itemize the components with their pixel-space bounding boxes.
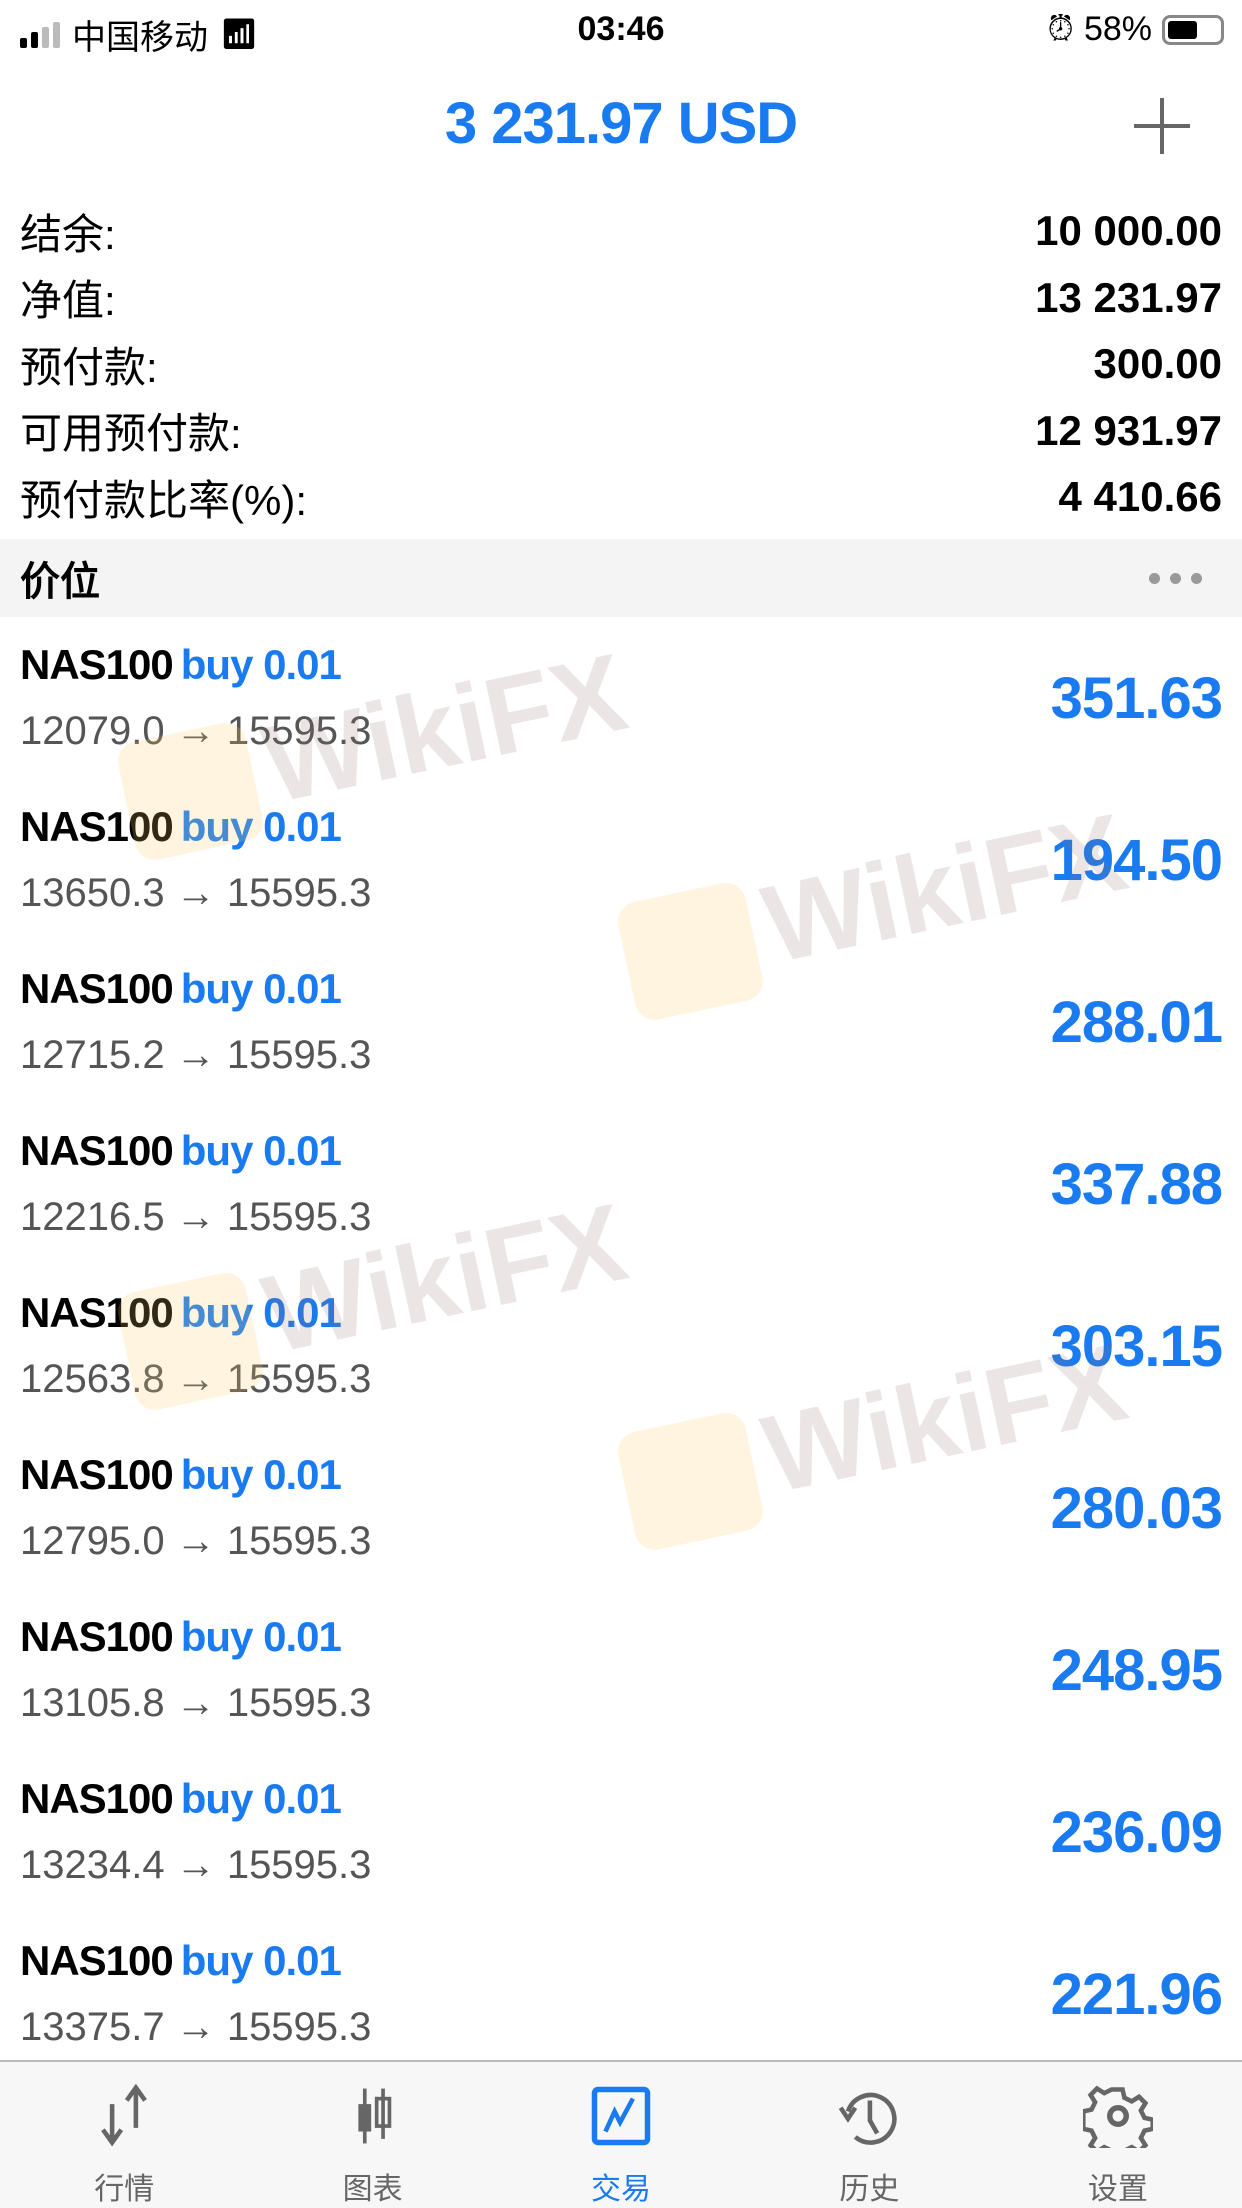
position-profit: 303.15 [1050,1314,1223,1379]
summary-row: 预付款比率(%): 4 410.66 [0,464,1242,531]
position-prices: 13375.7 → 15595.3 [20,2005,372,2049]
position-profit: 221.96 [1050,1962,1223,2027]
position-type: buy 0.01 [180,1775,342,1822]
position-symbol-line: NAS100 buy 0.01 [20,641,342,689]
plus-icon[interactable] [1134,98,1190,154]
position-symbol: NAS100 [20,1451,174,1498]
position-symbol-line: NAS100 buy 0.01 [20,1613,342,1661]
battery-percent: 58% [1083,10,1152,48]
positions-section-header: 价位 [0,539,1242,617]
history-icon [839,2092,897,2145]
clock: 03:46 [577,10,665,48]
summary-label: 预付款: [20,343,158,391]
account-summary: 结余: 10 000.00 净值: 13 231.97 预付款: 300.00 可用预付款:… [0,198,1242,531]
position-profit: 280.03 [1050,1476,1223,1541]
position-symbol-line: NAS100 buy 0.01 [20,1451,342,1499]
position-symbol: NAS100 [20,803,174,850]
more-icon[interactable] [1149,572,1202,584]
position-symbol: NAS100 [20,965,174,1012]
position-profit: 236.09 [1050,1800,1223,1865]
position-type: buy 0.01 [180,803,342,850]
summary-value: 4 410.66 [1058,473,1223,521]
position-prices: 12715.2 → 15595.3 [20,1033,372,1077]
position-row[interactable]: NAS100 buy 0.01 12795.0 → 15595.3 280.03 [0,1427,1242,1589]
position-profit: 337.88 [1050,1152,1223,1217]
position-type: buy 0.01 [180,1451,342,1498]
tab-bar: 行情 图表 交易 历史 设置 [0,2060,1242,2208]
summary-row: 结余: 10 000.00 [0,198,1242,265]
position-prices: 12795.0 → 15595.3 [20,1519,372,1563]
summary-value: 12 931.97 [1035,406,1222,454]
position-symbol: NAS100 [20,1775,174,1822]
wifi-icon: 📶︎ [220,18,259,51]
position-symbol-line: NAS100 buy 0.01 [20,1127,342,1175]
battery-icon [1162,14,1224,45]
position-type: buy 0.01 [180,965,342,1012]
header: 3 231.97 USD [0,90,1242,160]
summary-row: 可用预付款: 12 931.97 [0,398,1242,465]
position-type: buy 0.01 [180,641,342,688]
status-bar: 中国移动 📶︎ 03:46 ⏰︎ 58% [0,0,1242,62]
position-symbol: NAS100 [20,641,174,688]
position-profit: 351.63 [1050,666,1223,731]
summary-label: 净值: [20,277,116,325]
position-symbol: NAS100 [20,1289,174,1336]
position-row[interactable]: NAS100 buy 0.01 13105.8 → 15595.3 248.95 [0,1589,1242,1751]
signal-icon [20,21,60,48]
tab-charts[interactable]: 图表 [248,2062,496,2208]
position-prices: 12216.5 → 15595.3 [20,1195,372,1239]
position-symbol-line: NAS100 buy 0.01 [20,1289,342,1337]
position-row[interactable]: NAS100 buy 0.01 13375.7 → 15595.3 221.96 [0,1913,1242,2075]
position-row[interactable]: NAS100 buy 0.01 13650.3 → 15595.3 194.50 [0,779,1242,941]
position-symbol: NAS100 [20,1613,174,1660]
carrier: 中国移动 [72,19,208,57]
tab-settings[interactable]: 设置 [994,2062,1242,2208]
position-row[interactable]: NAS100 buy 0.01 12079.0 → 15595.3 351.63 [0,617,1242,779]
position-prices: 13234.4 → 15595.3 [20,1843,372,1887]
summary-label: 结余: [20,210,116,258]
position-row[interactable]: NAS100 buy 0.01 12216.5 → 15595.3 337.88 [0,1103,1242,1265]
position-prices: 12079.0 → 15595.3 [20,709,372,753]
position-row[interactable]: NAS100 buy 0.01 13234.4 → 15595.3 236.09 [0,1751,1242,1913]
position-symbol-line: NAS100 buy 0.01 [20,1937,342,1985]
summary-value: 13 231.97 [1035,273,1222,321]
candlestick-chart-icon [357,2088,391,2144]
position-symbol-line: NAS100 buy 0.01 [20,1775,342,1823]
section-title: 价位 [20,560,100,604]
quotes-arrows-icon [101,2084,148,2147]
account-profit-title: 3 231.97 USD [444,91,798,156]
summary-row: 净值: 13 231.97 [0,265,1242,332]
tab-history[interactable]: 历史 [745,2062,993,2208]
summary-label: 可用预付款: [20,410,242,458]
positions-list: NAS100 buy 0.01 12079.0 → 15595.3 351.63 NAS… [0,617,1242,2075]
position-type: buy 0.01 [180,1937,342,1984]
summary-value: 300.00 [1093,340,1222,388]
position-prices: 12563.8 → 15595.3 [20,1357,372,1401]
position-profit: 288.01 [1050,990,1223,1055]
position-type: buy 0.01 [180,1289,342,1336]
position-prices: 13105.8 → 15595.3 [20,1681,372,1725]
position-type: buy 0.01 [180,1613,342,1660]
tab-quotes[interactable]: 行情 [0,2062,248,2208]
tab-trade[interactable]: 交易 [497,2062,745,2208]
summary-value: 10 000.00 [1035,207,1222,255]
position-row[interactable]: NAS100 buy 0.01 12715.2 → 15595.3 288.01 [0,941,1242,1103]
trade-icon [591,2086,651,2146]
position-profit: 194.50 [1050,828,1223,893]
position-profit: 248.95 [1050,1638,1223,1703]
position-symbol: NAS100 [20,1937,174,1984]
position-row[interactable]: NAS100 buy 0.01 12563.8 → 15595.3 303.15 [0,1265,1242,1427]
summary-row: 预付款: 300.00 [0,331,1242,398]
position-symbol-line: NAS100 buy 0.01 [20,965,342,1013]
position-prices: 13650.3 → 15595.3 [20,871,372,915]
summary-label: 预付款比率(%): [20,476,307,524]
settings-gear-icon [1082,2085,1153,2148]
position-type: buy 0.01 [180,1127,342,1174]
position-symbol-line: NAS100 buy 0.01 [20,803,342,851]
alarm-icon: ⏰︎ [1047,10,1074,48]
position-symbol: NAS100 [20,1127,174,1174]
